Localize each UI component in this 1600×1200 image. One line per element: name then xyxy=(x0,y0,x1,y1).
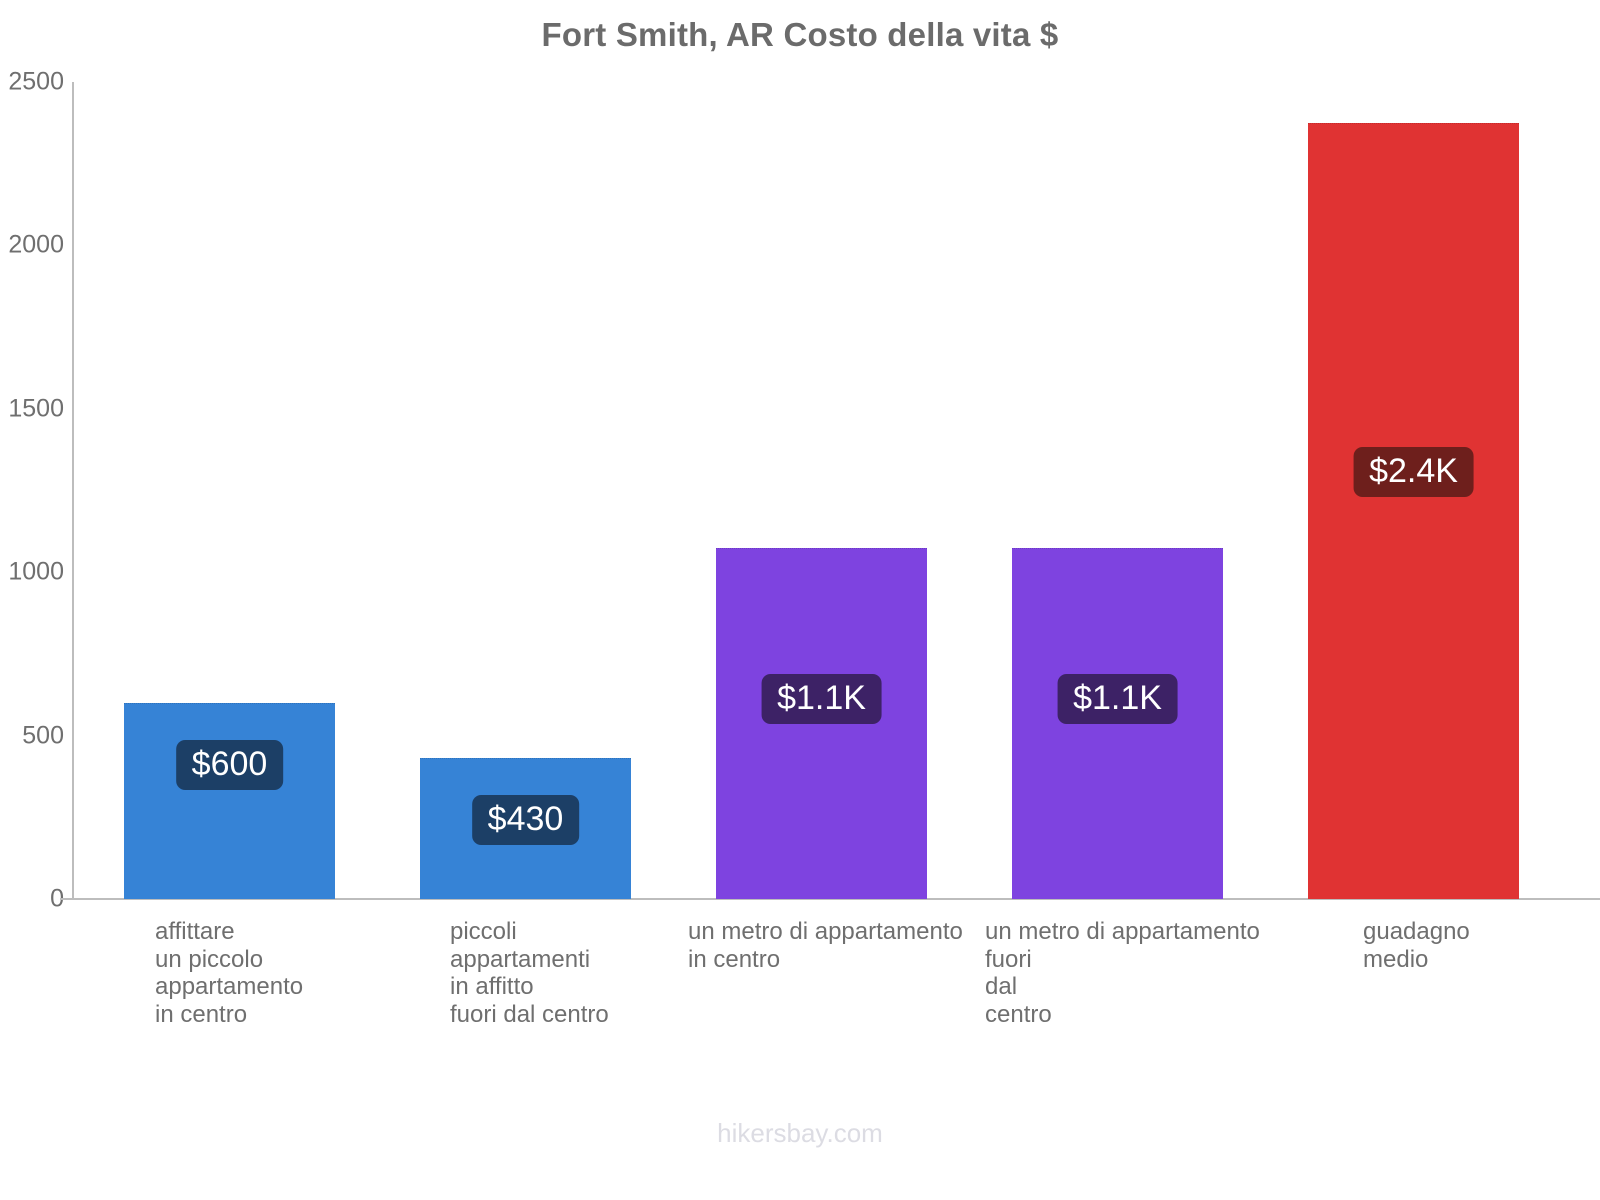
x-axis-category-label-line: appartamenti xyxy=(450,945,591,973)
chart-title: Fort Smith, AR Costo della vita $ xyxy=(541,16,1059,53)
x-axis-category-label-line: in centro xyxy=(688,945,781,973)
x-axis-category-label-line: appartamento xyxy=(155,973,304,1000)
bar[interactable]: $1.1K xyxy=(1012,547,1223,899)
bar-value-label: $1.1K xyxy=(761,673,882,724)
x-axis-category-label-line: centro xyxy=(985,1000,1052,1028)
x-axis-category-label-line: affittare xyxy=(155,918,235,945)
x-axis-category-label: piccoli appartamenti in affitto fuori dal c… xyxy=(450,918,740,1028)
bar[interactable]: $430 xyxy=(420,758,631,899)
x-axis-category-label: un metro di appartamento in centro xyxy=(688,918,988,973)
x-axis-category-label-line: fuori xyxy=(985,945,1032,973)
x-axis-category-label-line: guadagno xyxy=(1363,918,1470,945)
bar-value-label: $1.1K xyxy=(1057,673,1178,724)
y-axis-tick-label: 2500 xyxy=(8,67,64,96)
footer-watermark: hikersbay.com xyxy=(717,1118,883,1148)
x-axis-category-label-line: un piccolo xyxy=(155,945,264,973)
bar[interactable]: $1.1K xyxy=(716,547,927,899)
bar[interactable]: $2.4K xyxy=(1308,122,1519,899)
x-axis-category-label-line: un metro di appartamento xyxy=(688,918,963,945)
y-axis-tick-label: 500 xyxy=(22,721,64,750)
x-axis-category-label-line: dal xyxy=(985,973,1018,1000)
x-axis-category-label: affittare un piccolo appartamento in centro xyxy=(155,918,445,1028)
x-axis-category-label-line: in affitto xyxy=(450,973,534,1000)
y-axis-tick-label: 1000 xyxy=(8,557,64,586)
y-axis-tick-labels: 2500 2000 1500 1000 500 0 xyxy=(0,0,64,1200)
x-axis-category-label: guadagno medio xyxy=(1363,918,1583,973)
bar-value-label: $430 xyxy=(471,795,580,846)
bar-value-label: $600 xyxy=(175,739,284,790)
x-axis-category-label-line: in centro xyxy=(155,1000,248,1028)
x-axis-category-label: un metro di appartamento fuori dal centro xyxy=(985,918,1285,1028)
y-axis-tick-label: 2000 xyxy=(8,230,64,259)
bar-value-label: $2.4K xyxy=(1353,446,1474,497)
bars-layer: $600 $430 $1.1K $1.1K $2.4K xyxy=(124,122,1519,899)
x-axis-category-label-line: piccoli xyxy=(450,918,517,945)
y-axis-tick-label: 0 xyxy=(50,884,64,913)
x-axis-line xyxy=(60,898,1600,900)
y-axis-tick-label: 1500 xyxy=(8,394,64,423)
x-axis-category-label-line: fuori dal centro xyxy=(450,1000,609,1028)
x-axis-category-label-line: medio xyxy=(1363,945,1429,973)
bar[interactable]: $600 xyxy=(124,702,335,899)
x-axis-category-label-line: un metro di appartamento xyxy=(985,918,1260,945)
x-axis-category-labels: affittare un piccolo appartamento in centro… xyxy=(0,918,1600,1098)
y-axis-line xyxy=(72,82,74,899)
